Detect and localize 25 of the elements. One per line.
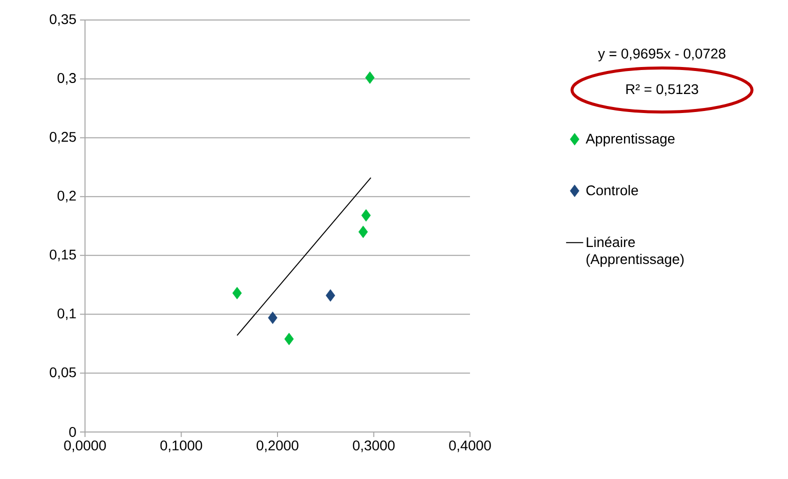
point bbox=[232, 286, 242, 300]
point bbox=[365, 71, 375, 84]
x-tick-label: 0,3000 bbox=[352, 440, 395, 452]
legend-label: Linéaire (Apprentissage) bbox=[586, 236, 684, 267]
point bbox=[284, 332, 294, 346]
y-tick-label: 0,05 bbox=[50, 367, 76, 379]
x-tick-label: 0,2000 bbox=[256, 440, 298, 452]
legend-label: Controle bbox=[586, 185, 638, 196]
y-tick-label: 0,3 bbox=[58, 73, 76, 85]
y-tick-label: 0,15 bbox=[50, 250, 76, 262]
legend-label: Apprentissage bbox=[586, 133, 675, 146]
y-tick-label: 0,2 bbox=[58, 190, 76, 202]
point bbox=[358, 226, 368, 238]
x-tick-label: 0,1000 bbox=[160, 440, 202, 452]
x-tick-label: 0,0000 bbox=[64, 440, 106, 452]
y-tick-label: 0,1 bbox=[58, 308, 76, 320]
point bbox=[268, 312, 278, 324]
point bbox=[361, 209, 371, 222]
point bbox=[326, 289, 336, 302]
y-tick-label: 0 bbox=[69, 427, 76, 437]
y-tick-label: 0,35 bbox=[50, 14, 76, 26]
text: y = 0,9695x - 0,0728 bbox=[598, 48, 726, 62]
x-tick-label: 0,4000 bbox=[449, 440, 491, 452]
text: R² = 0,5123 bbox=[626, 84, 698, 96]
y-tick-label: 0,25 bbox=[50, 132, 76, 144]
